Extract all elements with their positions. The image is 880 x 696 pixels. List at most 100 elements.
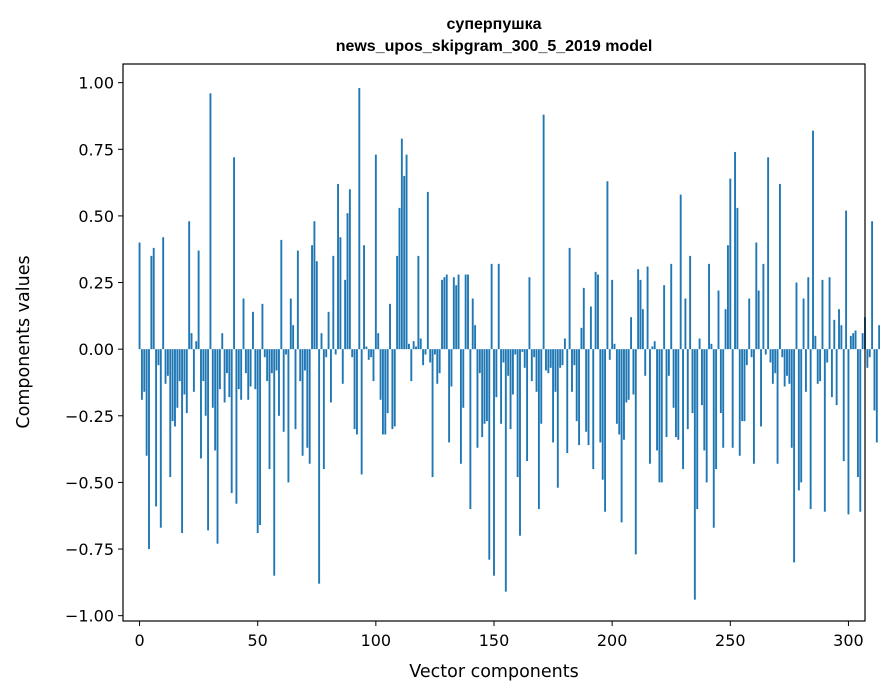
bar-295 <box>835 349 838 406</box>
bar-158 <box>511 349 514 395</box>
bar-45 <box>244 349 247 374</box>
bar-70 <box>304 349 306 371</box>
bar-268 <box>771 349 774 384</box>
bar-93 <box>358 87 361 350</box>
y-tick-label: 0.50 <box>78 207 114 226</box>
bar-302 <box>852 333 855 350</box>
bar-173 <box>547 349 550 374</box>
bar-40 <box>233 157 236 350</box>
bar-174 <box>549 349 552 368</box>
y-tick-label: 0.75 <box>78 140 114 159</box>
bar-78 <box>322 349 325 470</box>
bar-277 <box>793 349 796 563</box>
bar-234 <box>691 349 694 414</box>
bar-134 <box>455 285 458 350</box>
bar-1 <box>140 349 143 400</box>
bar-239 <box>703 349 706 451</box>
bar-230 <box>682 349 684 470</box>
bar-110 <box>398 207 401 350</box>
bar-7 <box>155 349 158 507</box>
bar-242 <box>710 343 713 350</box>
bar-194 <box>597 274 599 350</box>
bar-272 <box>781 349 784 358</box>
bar-113 <box>405 154 408 350</box>
bar-160 <box>516 349 519 478</box>
bar-253 <box>736 207 739 350</box>
bar-124 <box>431 349 434 478</box>
bar-294 <box>833 319 836 350</box>
bar-96 <box>365 346 368 350</box>
bar-149 <box>490 263 493 350</box>
bar-28 <box>204 349 207 416</box>
bar-68 <box>299 349 302 382</box>
y-axis-ticks: −1.00 −0.75 −0.50 −0.25 0.00 0.25 0.50 0.75 1.00 <box>65 74 123 626</box>
bar-201 <box>613 343 616 350</box>
bar-17 <box>178 349 181 382</box>
bar-311 <box>873 349 876 411</box>
x-axis-label: Vector components <box>409 662 578 682</box>
x-tick-label: 300 <box>833 631 864 650</box>
bar-156 <box>507 349 510 376</box>
bar-205 <box>623 349 625 440</box>
bar-92 <box>356 349 358 435</box>
bar-203 <box>618 349 621 435</box>
bar-229 <box>679 194 682 350</box>
bar-281 <box>802 298 805 350</box>
bar-67 <box>296 250 299 350</box>
y-tick-label: 1.00 <box>78 74 114 93</box>
bar-103 <box>381 349 384 435</box>
bar-48 <box>252 311 254 350</box>
bar-119 <box>419 338 422 350</box>
bar-265 <box>764 349 767 355</box>
bar-219 <box>656 349 658 451</box>
bar-83 <box>334 349 337 355</box>
bar-22 <box>190 333 193 350</box>
bar-77 <box>320 333 323 350</box>
bar-163 <box>523 349 526 368</box>
bar-151 <box>495 349 498 398</box>
bar-112 <box>403 175 406 350</box>
bar-108 <box>393 349 396 427</box>
bar-185 <box>575 349 578 422</box>
bar-111 <box>400 138 403 350</box>
bar-222 <box>663 285 666 350</box>
bar-142 <box>474 325 477 350</box>
bar-214 <box>644 349 647 376</box>
bar-244 <box>715 349 718 470</box>
bar-100 <box>374 154 377 350</box>
bar-117 <box>415 346 417 350</box>
bar-166 <box>530 349 533 382</box>
bar-271 <box>778 183 781 350</box>
bar-95 <box>363 245 365 350</box>
bar-46 <box>247 349 250 400</box>
bar-16 <box>176 349 179 408</box>
bar-192 <box>592 349 595 470</box>
y-tick-label: −0.50 <box>65 473 114 492</box>
bar-216 <box>649 349 651 464</box>
bar-49 <box>254 349 257 390</box>
bar-223 <box>665 349 668 438</box>
bar-298 <box>842 349 845 462</box>
bar-125 <box>433 349 436 355</box>
bar-147 <box>485 349 488 422</box>
bar-90 <box>351 349 354 358</box>
bar-2 <box>143 349 146 392</box>
bar-26 <box>200 349 202 459</box>
bar-209 <box>632 349 635 395</box>
bar-233 <box>689 255 692 350</box>
bar-24 <box>195 341 198 350</box>
bar-232 <box>686 349 689 430</box>
bar-182 <box>568 247 571 350</box>
bar-27 <box>202 349 205 382</box>
bar-292 <box>828 277 831 350</box>
bar-184 <box>573 349 576 366</box>
bar-series <box>138 87 880 600</box>
bar-66 <box>294 349 297 430</box>
bar-276 <box>790 349 793 448</box>
bar-144 <box>478 349 481 374</box>
bar-71 <box>306 349 309 448</box>
bar-23 <box>192 349 195 392</box>
bar-198 <box>606 181 609 350</box>
x-tick-label: 150 <box>479 631 510 650</box>
y-tick-label: −0.25 <box>65 407 114 426</box>
